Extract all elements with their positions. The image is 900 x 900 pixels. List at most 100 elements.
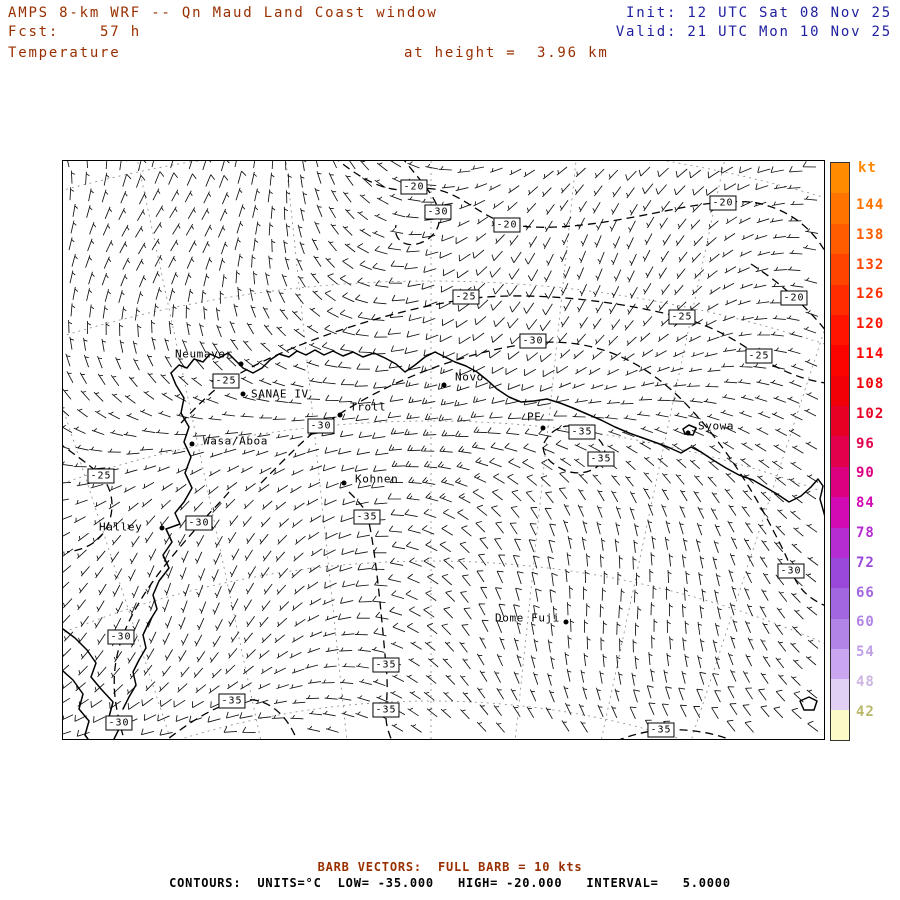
contour-caption: CONTOURS: UNITS=°C LOW= -35.000 HIGH= -2…: [169, 876, 731, 890]
coastline: [122, 372, 193, 710]
station-marker: [189, 441, 195, 447]
station-label: Kohnen: [355, 472, 399, 486]
temperature-contour: [166, 699, 298, 739]
contour-label: -35: [218, 693, 246, 709]
valid-time: Valid: 21 UTC Mon 10 Nov 25: [615, 24, 892, 40]
colorbar-segment: [831, 163, 849, 194]
station-marker: [563, 619, 569, 625]
contour-label: -20: [709, 195, 737, 211]
colorbar-segment: [831, 254, 849, 285]
colorbar-segment: [831, 527, 849, 558]
colorbar-segment: [831, 436, 849, 467]
station-label: Syowa: [698, 419, 735, 433]
colorbar-tick-label: 144: [856, 197, 885, 213]
contour-label: -30: [185, 515, 213, 531]
height-label: at height = 3.96 km: [404, 45, 609, 61]
contour-label: -35: [372, 657, 400, 673]
map-overlays: -20 -30 -20 -20 -25 -25 -20 -30 -25 -25 -30 -35 -35 -…: [63, 161, 824, 739]
station-marker: [441, 382, 447, 388]
station-marker: [159, 525, 165, 531]
colorbar-segment: [831, 588, 849, 619]
contour-label: -30: [107, 629, 135, 645]
contour-label: -30: [307, 418, 335, 434]
contour-label: -35: [568, 424, 596, 440]
station-marker: [540, 425, 546, 431]
colorbar-tick-label: 54: [856, 644, 875, 661]
parameter-label: Temperature: [8, 45, 121, 61]
colorbar-segment: [831, 466, 849, 498]
temperature-contour: [63, 445, 113, 553]
colorbar-tick-label: 126: [856, 286, 885, 303]
contour-label: -25: [668, 309, 696, 325]
colorbar-segment: [831, 497, 849, 528]
colorbar-tick-label: 42: [856, 703, 875, 720]
colorbar-tick-label: 48: [856, 674, 875, 691]
contour-label: -25: [212, 373, 240, 389]
contour-label: -25: [452, 289, 480, 305]
model-title: AMPS 8-km WRF -- Qn Maud Land Coast wind…: [8, 5, 438, 21]
station-label: Halley: [99, 520, 143, 534]
colorbar-segment: [831, 649, 849, 680]
colorbar-segment: [831, 618, 849, 649]
station-marker: [240, 391, 246, 397]
coastline: [682, 424, 697, 436]
station-marker: [685, 430, 691, 436]
colorbar-tick-label: 96: [856, 435, 875, 452]
contour-label: -35: [587, 451, 615, 467]
init-time: Init: 12 UTC Sat 08 Nov 25: [626, 5, 892, 21]
contour-label: -20: [780, 290, 808, 306]
contour-label: -25: [745, 348, 773, 364]
colorbar-tick-label: 78: [856, 525, 875, 542]
barb-caption: BARB VECTORS: FULL BARB = 10 kts: [317, 860, 583, 874]
colorbar-segment: [831, 193, 849, 224]
colorbar-segment: [831, 557, 849, 589]
contour-label: -30: [424, 204, 452, 220]
colorbar-tick-label: 60: [856, 614, 875, 631]
colorbar-segment: [831, 345, 849, 376]
colorbar-tick-label: 108: [856, 375, 885, 392]
graticule-meridian-lines: [63, 161, 824, 739]
station-label: Troll: [350, 400, 387, 414]
colorbar-segment: [831, 284, 849, 315]
colorbar-tick-label: 102: [856, 405, 885, 422]
colorbar-tick-label: 132: [856, 256, 885, 273]
station-label: Dome Fuji: [495, 611, 561, 625]
contour-label: -30: [105, 715, 133, 731]
colorbar: [830, 162, 850, 741]
colorbar-tick-label: 84: [856, 495, 875, 512]
colorbar-tick-label: 66: [856, 584, 875, 601]
coastline: [170, 349, 824, 517]
contour-label: -35: [353, 509, 381, 525]
contour-label: -35: [647, 722, 675, 738]
station-marker: [341, 480, 347, 486]
contour-label: -30: [777, 563, 805, 579]
colorbar-unit-label: kt: [858, 160, 877, 176]
colorbar-segment: [831, 314, 849, 346]
station-label: PE: [527, 410, 542, 424]
contour-label: -25: [87, 468, 115, 484]
contour-label: -20: [400, 179, 428, 195]
station-label: SANAE IV: [251, 387, 309, 401]
colorbar-tick-label: 138: [856, 226, 885, 243]
colorbar-segment: [831, 709, 849, 741]
station-label: Wasa/Aboa: [203, 434, 269, 448]
wind-barbs: [63, 161, 819, 737]
forecast-hour: Fcst: 57 h: [8, 24, 141, 40]
contour-label: -35: [372, 702, 400, 718]
station-label: Neumayer: [175, 347, 233, 361]
contour-label: -30: [519, 333, 547, 349]
map-area: -20 -30 -20 -20 -25 -25 -20 -30 -25 -25 -30 -35 -35 -…: [62, 160, 825, 740]
colorbar-tick-label: 90: [856, 465, 875, 482]
colorbar-segment: [831, 223, 849, 255]
station-label: Novo: [455, 370, 484, 384]
station-marker: [337, 412, 343, 418]
colorbar-tick-label: 72: [856, 554, 875, 571]
colorbar-segment: [831, 679, 849, 710]
colorbar-segment: [831, 406, 849, 437]
colorbar-tick-label: 120: [856, 316, 885, 333]
coastline: [799, 696, 818, 711]
contour-label: -20: [493, 217, 521, 233]
colorbar-segment: [831, 375, 849, 406]
coastline: [63, 670, 90, 739]
